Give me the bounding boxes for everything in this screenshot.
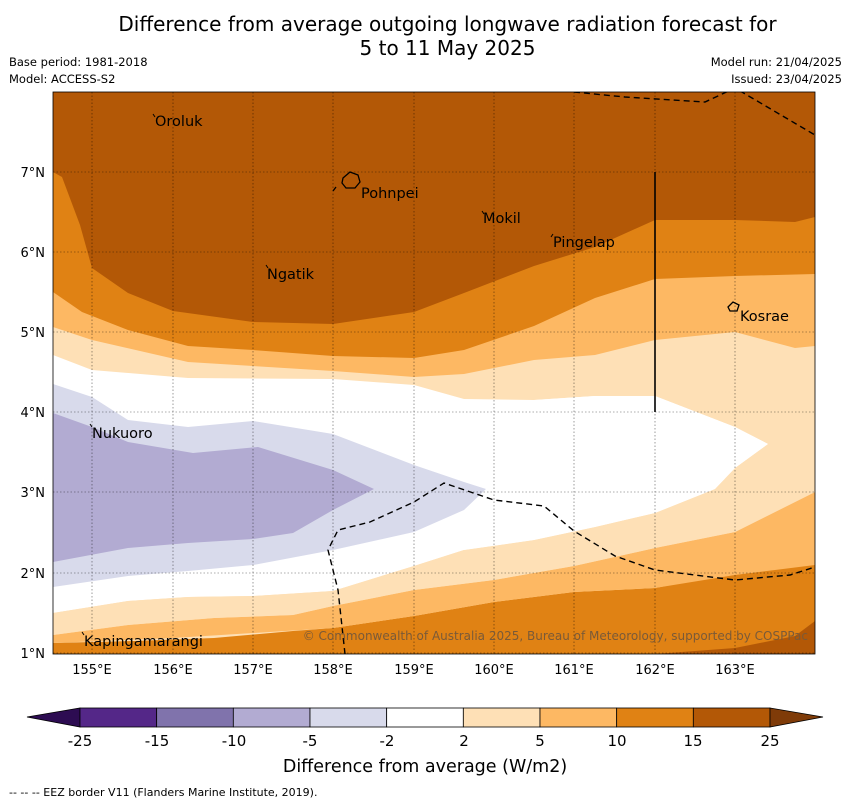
- lon-tick: 160°E: [474, 663, 514, 678]
- colorbar: -25 -15 -10 -5 -2 2 5 10 15 25 Differenc…: [26, 707, 824, 777]
- label-nukuoro: Nukuoro: [92, 426, 153, 442]
- colorbar-label: -10: [222, 732, 247, 750]
- copyright-notice: © Commonwealth of Australia 2025, Bureau…: [303, 629, 808, 643]
- pohnpei-island-outline: [341, 171, 361, 189]
- lon-tick: 163°E: [715, 663, 755, 678]
- kosrae-island-outline: [727, 301, 740, 312]
- colorbar-label: -25: [68, 732, 93, 750]
- lon-tick: 162°E: [635, 663, 675, 678]
- band-5-10-south: [53, 492, 815, 643]
- band-15-25-south: [655, 621, 815, 654]
- band-10-15-south: [53, 563, 815, 654]
- latitude-axis: 1°N 2°N 3°N 4°N 5°N 6°N 7°N: [21, 166, 46, 662]
- colorbar-segment: [309, 707, 388, 728]
- colorbar-segments: [79, 707, 771, 728]
- lon-tick: 161°E: [554, 663, 594, 678]
- colorbar-label: 25: [760, 732, 779, 750]
- colorbar-segment: [79, 707, 158, 728]
- longitude-axis: 155°E 156°E 157°E 158°E 159°E 160°E 161°…: [72, 663, 755, 678]
- model-name: Model: ACCESS-S2: [9, 72, 116, 86]
- colorbar-segment: [386, 707, 464, 728]
- label-mokil: Mokil: [483, 211, 521, 227]
- metadata-left: Base period: 1981-2018 Model: ACCESS-S2: [9, 54, 148, 88]
- lon-tick: 157°E: [233, 663, 273, 678]
- colorbar-arrow-low: [26, 707, 81, 728]
- colorbar-segment: [692, 707, 771, 728]
- colorbar-label: 10: [607, 732, 626, 750]
- lat-tick: 4°N: [21, 406, 46, 421]
- colorbar-label: 2: [459, 732, 469, 750]
- label-ngatik: Ngatik: [267, 267, 315, 283]
- band-minus10-minus5: [53, 413, 374, 562]
- colorbar-label: 5: [535, 732, 545, 750]
- place-markers: [81, 113, 554, 636]
- lat-tick: 3°N: [21, 486, 46, 501]
- metadata-right: Model run: 21/04/2025 Issued: 23/04/2025: [711, 54, 842, 88]
- lon-tick: 155°E: [72, 663, 112, 678]
- map-title: Difference from average outgoing longwav…: [0, 12, 850, 60]
- issued-date: Issued: 23/04/2025: [731, 72, 842, 86]
- lat-tick: 2°N: [21, 567, 46, 582]
- eez-border: [327, 92, 815, 654]
- lat-tick: 6°N: [21, 246, 46, 261]
- colorbar-label: -15: [145, 732, 170, 750]
- base-period: Base period: 1981-2018: [9, 55, 148, 69]
- pohnpei-islet: [332, 186, 337, 192]
- colorbar-segment: [156, 707, 234, 728]
- place-labels: Oroluk Pohnpei Mokil Pingelap Ngatik Kos…: [84, 114, 789, 650]
- label-oroluk: Oroluk: [155, 114, 203, 130]
- lat-tick: 1°N: [21, 647, 46, 662]
- label-pohnpei: Pohnpei: [361, 186, 419, 202]
- lon-tick: 156°E: [153, 663, 193, 678]
- label-kapingamarangi: Kapingamarangi: [84, 634, 203, 650]
- lon-tick: 159°E: [394, 663, 434, 678]
- lat-tick: 7°N: [21, 166, 46, 181]
- colorbar-segment: [462, 707, 541, 728]
- label-pingelap: Pingelap: [553, 235, 615, 251]
- forecast-map: Oroluk Pohnpei Mokil Pingelap Ngatik Kos…: [53, 92, 815, 654]
- title-line-1: Difference from average outgoing longwav…: [118, 12, 777, 36]
- colorbar-arrow-high: [769, 707, 824, 728]
- colorbar-label: -5: [303, 732, 318, 750]
- colorbar-segment: [539, 707, 618, 728]
- map-frame: [52, 91, 816, 655]
- band-2-5-south: [53, 432, 815, 635]
- band-neutral-east: [464, 396, 768, 550]
- colorbar-segment: [616, 707, 694, 728]
- label-kosrae: Kosrae: [740, 309, 789, 325]
- colorbar-title: Difference from average (W/m2): [283, 757, 567, 777]
- lon-tick: 158°E: [313, 663, 353, 678]
- colorbar-label: 15: [683, 732, 702, 750]
- lat-tick: 5°N: [21, 326, 46, 341]
- colorbar-segment: [232, 707, 311, 728]
- eez-footnote: -- -- -- EEZ border V11 (Flanders Marine…: [9, 786, 318, 799]
- colorbar-labels: -25 -15 -10 -5 -2 2 5 10 15 25: [68, 732, 780, 750]
- model-run: Model run: 21/04/2025: [710, 55, 842, 69]
- colorbar-label: -2: [380, 732, 395, 750]
- title-line-2: 5 to 11 May 2025: [359, 36, 536, 60]
